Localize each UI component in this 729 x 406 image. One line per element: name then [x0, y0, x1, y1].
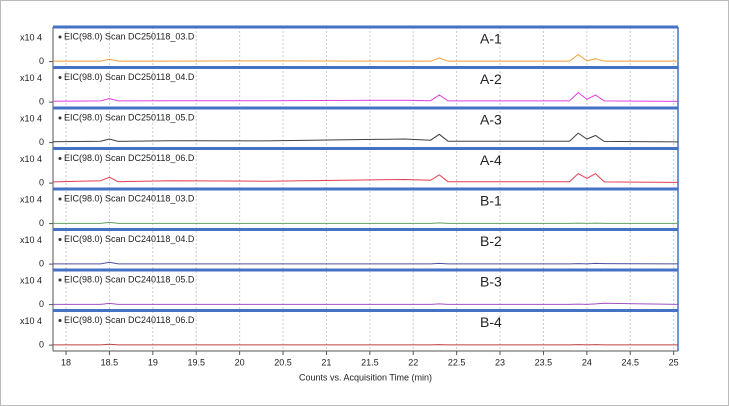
- bullet: [58, 157, 62, 160]
- y-tick-label: 0: [39, 339, 44, 349]
- panel-annotation: A-3: [480, 112, 502, 128]
- bullet: [58, 238, 62, 241]
- x-tick-label: 24: [582, 357, 592, 367]
- y-scale-label: x10 4: [20, 194, 42, 204]
- trace: [53, 302, 679, 305]
- panel-title: EIC(98.0) Scan DC250118_03.D: [64, 31, 195, 41]
- panel-annotation: B-3: [480, 274, 502, 290]
- x-tick-label: 21: [321, 357, 331, 367]
- panel-annotation: A-4: [480, 152, 502, 168]
- x-tick-label: 22: [408, 357, 418, 367]
- panel-title: EIC(98.0) Scan DC250118_04.D: [64, 72, 195, 82]
- panel-title: EIC(98.0) Scan DC240118_05.D: [64, 274, 195, 284]
- panel-annotation: A-1: [480, 31, 502, 47]
- x-tick-label: 19: [148, 357, 158, 367]
- trace: [53, 221, 678, 224]
- trace: [53, 53, 678, 62]
- bullet: [58, 278, 62, 282]
- panel-header: [53, 228, 678, 231]
- panel-annotation: B-1: [480, 193, 502, 209]
- x-axis-label: Counts vs. Acquisition Time (min): [299, 372, 432, 382]
- panel-header: [53, 309, 678, 312]
- panel-header: [53, 25, 678, 29]
- bullet: [58, 35, 62, 39]
- trace: [52, 132, 679, 143]
- trace: [52, 172, 679, 183]
- panel-title: EIC(98.0) Scan DC240118_04.D: [64, 234, 195, 244]
- x-tick-label: 21.5: [361, 357, 379, 367]
- panel-title: EIC(98.0) Scan DC250118_05.D: [64, 112, 195, 122]
- x-tick-label: 19.5: [187, 357, 205, 367]
- panel-header: [53, 66, 678, 69]
- y-tick-label: 0: [39, 299, 44, 309]
- y-tick-label: 0: [39, 137, 44, 147]
- trace: [53, 261, 679, 265]
- x-tick-label: 20.5: [274, 357, 292, 367]
- panel-annotation: B-2: [480, 233, 502, 249]
- panel-title: EIC(98.0) Scan DC250118_06.D: [64, 153, 195, 163]
- x-tick-label: 22.5: [448, 357, 466, 367]
- y-tick-label: 0: [39, 96, 44, 106]
- panel-header: [53, 187, 678, 191]
- y-scale-label: x10 4: [20, 73, 42, 83]
- y-scale-label: x10 4: [20, 113, 42, 123]
- panel-title: EIC(98.0) Scan DC240118_06.D: [64, 315, 195, 325]
- trace: [52, 91, 679, 102]
- x-tick-label: 25: [669, 357, 679, 367]
- panel-header: [53, 147, 678, 150]
- y-tick-label: 0: [39, 177, 44, 187]
- y-scale-label: x10 4: [20, 32, 42, 42]
- bullet: [58, 76, 62, 79]
- y-scale-label: x10 4: [20, 275, 42, 285]
- bullet: [58, 197, 62, 201]
- bullet: [58, 116, 62, 120]
- x-tick-label: 23: [495, 357, 505, 367]
- bullet: [58, 319, 62, 322]
- y-scale-label: x10 4: [20, 235, 42, 245]
- y-tick-label: 0: [39, 258, 44, 268]
- x-tick-label: 18.5: [101, 357, 119, 367]
- trace: [53, 343, 678, 346]
- y-scale-label: x10 4: [20, 316, 42, 326]
- panel-header: [53, 106, 678, 110]
- x-tick-label: 24.5: [621, 357, 639, 367]
- y-tick-label: 0: [39, 56, 44, 66]
- x-tick-label: 20: [235, 357, 245, 367]
- x-tick-label: 18: [61, 357, 71, 367]
- panel-title: EIC(98.0) Scan DC240118_03.D: [64, 193, 195, 203]
- x-tick-label: 23.5: [535, 357, 553, 367]
- y-tick-label: 0: [39, 218, 44, 228]
- panel-annotation: B-4: [480, 314, 502, 330]
- panel-header: [53, 268, 678, 272]
- y-scale-label: x10 4: [20, 154, 42, 164]
- panel-annotation: A-2: [480, 71, 502, 87]
